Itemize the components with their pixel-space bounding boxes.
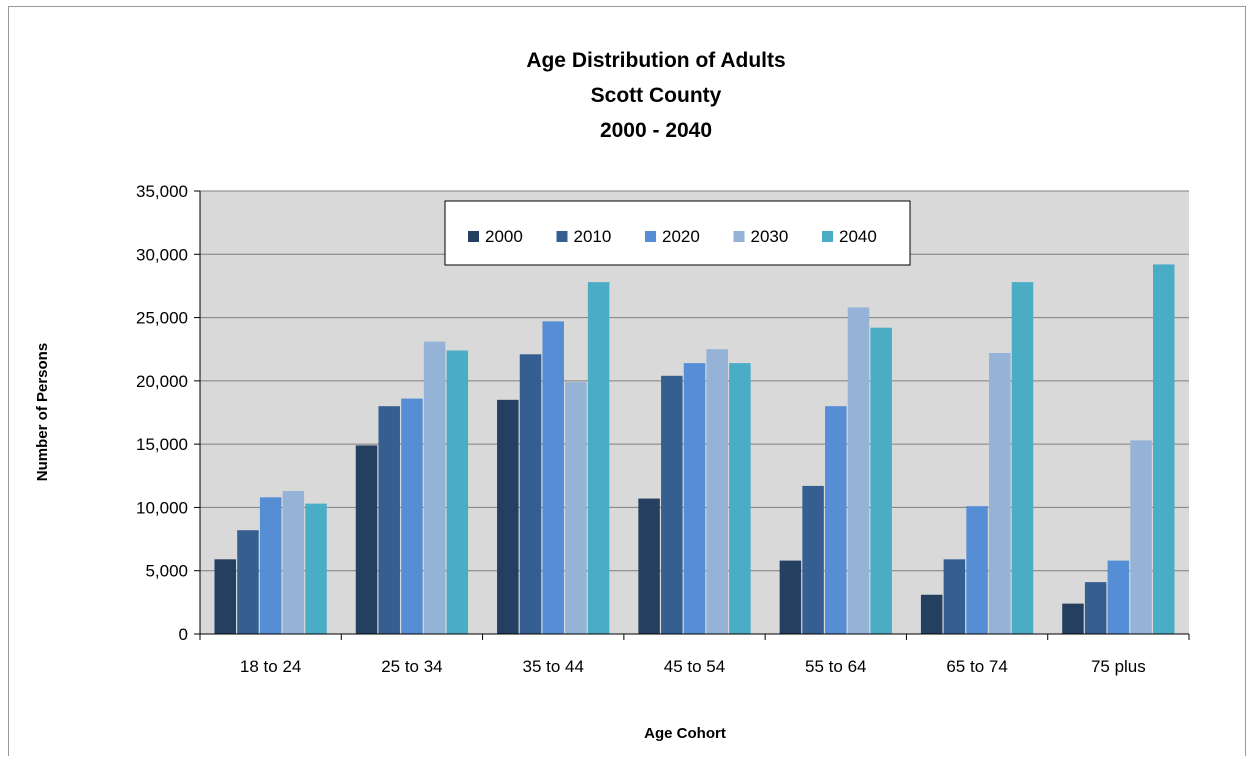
legend-label-2040: 2040: [839, 227, 877, 246]
y-tick-label: 30,000: [136, 245, 188, 264]
bar-2010-25-to-34: [378, 406, 400, 634]
x-tick-label: 18 to 24: [240, 657, 301, 676]
legend-swatch-2030: [733, 231, 745, 242]
bar-2000-18-to-24: [214, 559, 236, 634]
bar-2010-55-to-64: [802, 485, 824, 634]
bar-2010-75-plus: [1084, 582, 1107, 634]
chart-frame: [8, 6, 1246, 756]
bar-2030-35-to-44: [565, 382, 587, 634]
y-tick-label: 15,000: [136, 435, 188, 454]
bar-2030-75-plus: [1130, 440, 1152, 634]
y-tick-label: 10,000: [136, 498, 188, 517]
x-tick-label: 45 to 54: [664, 657, 725, 676]
legend-label-2010: 2010: [574, 227, 612, 246]
bar-2040-25-to-34: [446, 350, 469, 634]
bar-2000-45-to-54: [638, 498, 660, 634]
y-axis-ticks: 0 5,000 10,000 15,000 20,000 25,000 30,000 35,0…: [136, 182, 200, 644]
y-tick-label: 5,000: [145, 562, 188, 581]
bar-2010-18-to-24: [237, 530, 259, 634]
bar-2020-18-to-24: [259, 497, 282, 634]
legend-label-2020: 2020: [662, 227, 700, 246]
x-tick-label: 35 to 44: [522, 657, 583, 676]
x-tick-label: 65 to 74: [946, 657, 1007, 676]
legend-swatch-2020: [645, 231, 656, 242]
y-tick-label: 35,000: [136, 182, 188, 201]
legend-swatch-2000: [468, 231, 479, 242]
chart-title-line-2: Scott County: [591, 84, 722, 107]
bar-2000-55-to-64: [779, 560, 802, 634]
bar-2020-75-plus: [1107, 560, 1130, 634]
x-tick-label: 25 to 34: [381, 657, 442, 676]
bar-2020-65-to-74: [966, 506, 988, 634]
bar-2010-45-to-54: [661, 375, 683, 634]
legend: 2000 2010 2020 2030 2040: [444, 200, 911, 266]
legend-label-2000: 2000: [485, 227, 523, 246]
bar-2010-65-to-74: [943, 559, 966, 634]
x-axis-ticks: 18 to 24 25 to 34 35 to 44 45 to 54 55 to 64…: [199, 634, 1190, 676]
bar-2030-45-to-54: [706, 349, 728, 634]
legend-swatch-2010: [556, 231, 568, 242]
bar-2000-75-plus: [1062, 603, 1084, 634]
legend-label-2030: 2030: [751, 227, 789, 246]
y-tick-label: 20,000: [136, 372, 188, 391]
bar-2030-25-to-34: [423, 341, 446, 634]
bar-2030-18-to-24: [282, 490, 305, 634]
bar-2030-65-to-74: [989, 353, 1011, 634]
bar-2030-55-to-64: [847, 307, 870, 634]
chart-title-line-3: 2000 - 2040: [600, 119, 712, 142]
bar-2020-25-to-34: [401, 398, 423, 634]
y-tick-label: 0: [179, 625, 188, 644]
bar-2000-25-to-34: [355, 445, 378, 634]
bar-2040-75-plus: [1153, 264, 1175, 634]
bar-2040-55-to-64: [870, 327, 892, 634]
y-tick-label: 25,000: [136, 309, 188, 328]
bar-2010-35-to-44: [519, 354, 542, 634]
bar-2040-35-to-44: [587, 282, 610, 634]
y-axis-title: Number of Persons: [34, 343, 51, 481]
bar-2020-55-to-64: [825, 406, 847, 634]
bar-2020-35-to-44: [542, 321, 564, 634]
bar-2000-65-to-74: [920, 594, 943, 634]
x-axis-title: Age Cohort: [644, 725, 726, 742]
bar-2000-35-to-44: [497, 399, 519, 634]
bar-2040-18-to-24: [305, 503, 327, 634]
bar-2020-45-to-54: [683, 363, 706, 634]
x-tick-label: 75 plus: [1091, 657, 1146, 676]
bar-2040-65-to-74: [1011, 282, 1034, 634]
bars: [214, 264, 1175, 634]
legend-swatch-2040: [822, 231, 833, 242]
chart-title-line-1: Age Distribution of Adults: [526, 49, 785, 72]
x-tick-label: 55 to 64: [805, 657, 866, 676]
bar-2040-45-to-54: [729, 363, 751, 634]
